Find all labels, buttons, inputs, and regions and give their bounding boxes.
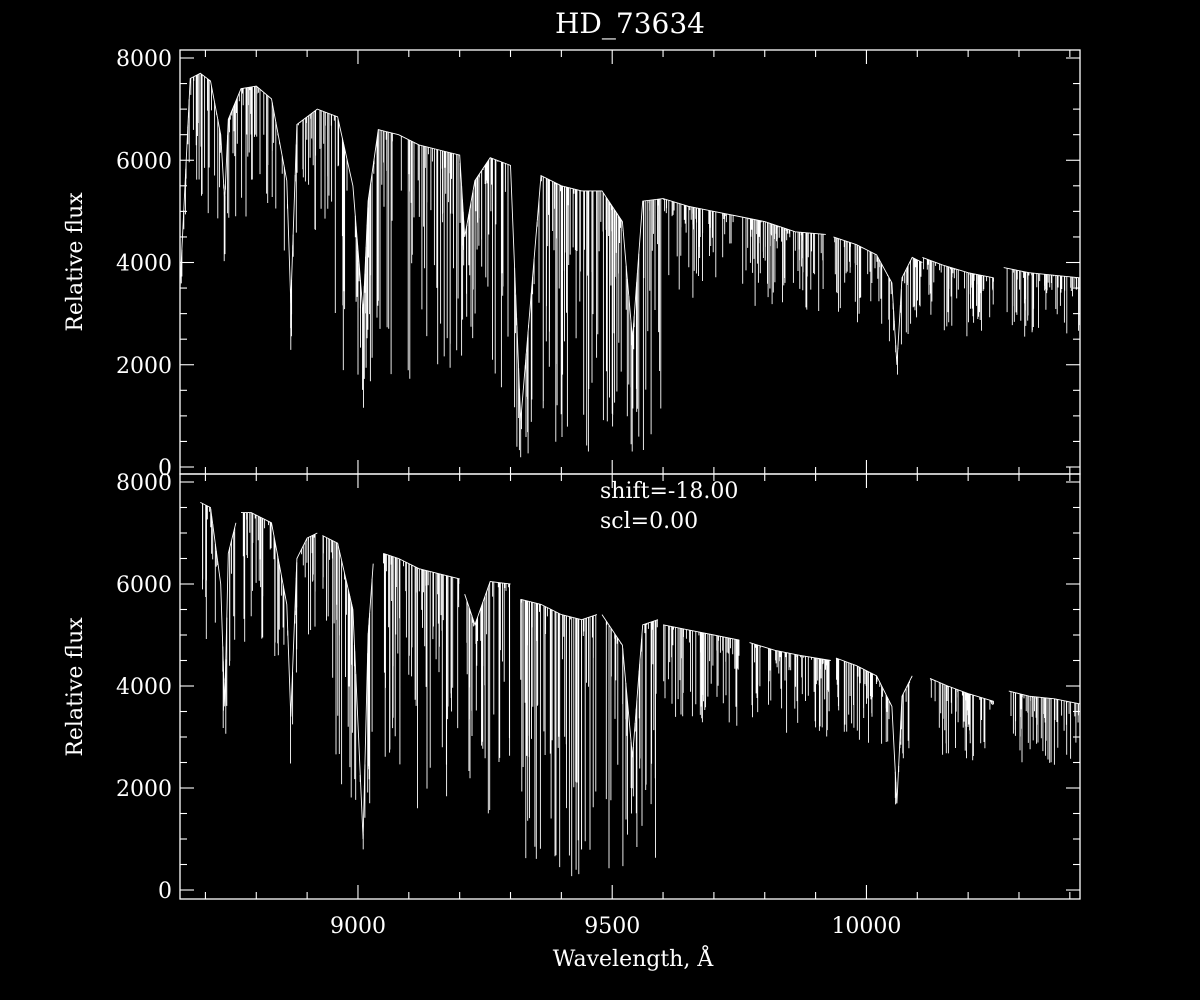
spectrum-continuum [520, 598, 598, 621]
absorption-lines [1003, 267, 1081, 337]
absorption-lines [605, 619, 658, 869]
y-tick-label: 4000 [116, 675, 172, 700]
x-tick-label: 9500 [584, 914, 640, 939]
top-y-axis-label: Relative flux [63, 192, 88, 332]
spectrum-continuum [835, 657, 913, 804]
absorption-lines [242, 512, 316, 764]
top-panel: Relative flux 0 2000 4000 6000 8000 [63, 47, 1081, 481]
y-tick-label: 6000 [116, 149, 172, 174]
absorption-lines [930, 678, 994, 761]
scale-annotation: scl=0.00 [600, 509, 698, 534]
absorption-lines [751, 643, 830, 737]
y-tick-label: 8000 [116, 471, 172, 496]
y-tick-label: 8000 [116, 47, 172, 72]
absorption-lines [834, 237, 922, 375]
absorption-lines [1010, 691, 1079, 765]
absorption-lines [202, 503, 236, 734]
absorption-lines [663, 624, 740, 726]
absorption-lines [322, 535, 373, 850]
y-tick-label: 2000 [116, 354, 172, 379]
chart-title: HD_73634 [555, 7, 705, 40]
y-tick-label: 4000 [116, 252, 172, 277]
y-tick-label: 2000 [116, 777, 172, 802]
bottom-y-axis-label: Relative flux [63, 617, 88, 757]
absorption-lines [466, 581, 511, 814]
y-tick-label: 0 [158, 456, 172, 481]
absorption-lines [923, 257, 994, 337]
absorption-lines [383, 553, 460, 809]
spectrum-continuum [241, 512, 318, 717]
x-axis-label: Wavelength, Å [553, 944, 715, 972]
absorption-lines [180, 73, 824, 458]
y-tick-label: 0 [158, 879, 172, 904]
shift-annotation: shift=-18.00 [600, 479, 738, 504]
absorption-lines [520, 599, 597, 877]
x-tick-label: 10000 [831, 914, 901, 939]
absorption-lines [836, 658, 913, 805]
spectrum-continuum [179, 72, 826, 422]
x-tick-label: 9000 [330, 914, 386, 939]
y-tick-label: 6000 [116, 573, 172, 598]
bottom-panel: Relative flux Wavelength, Å shift=-18.00… [63, 471, 1081, 972]
